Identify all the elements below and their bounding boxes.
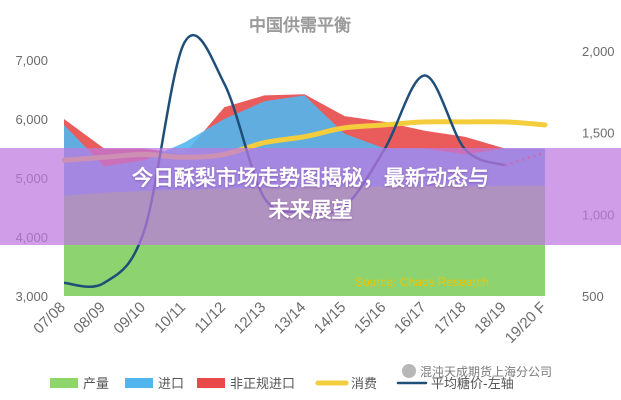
x-tick-label: 17/18 <box>431 299 470 338</box>
article-title: 今日酥梨市场走势图揭秘，最新动态与 未来展望 <box>0 162 621 226</box>
legend-item: 消费 <box>315 377 377 392</box>
legend-label: 进口 <box>158 377 184 392</box>
x-tick-label: 14/15 <box>311 299 350 338</box>
x-tick-label: 16/17 <box>391 299 430 338</box>
legend-label: 非正规进口 <box>230 377 295 392</box>
y-right-tick-label: 1,500 <box>582 126 615 141</box>
x-axis: 07/08 08/09 09/10 10/11 11/12 12/13 13/14 14/15… <box>30 299 550 347</box>
legend-item: 产量 <box>50 377 109 392</box>
x-tick-label: 10/11 <box>151 299 189 337</box>
legend-label: 平均糖价-左轴 <box>431 376 514 392</box>
legend-swatch <box>197 378 225 388</box>
chart-legend: 产量 进口 非正规进口 消费 平均糖价-左轴 <box>50 376 514 392</box>
chart-source: Source: Chaos Research <box>355 275 489 289</box>
chart-title: 中国供需平衡 <box>249 15 351 36</box>
legend-swatch <box>50 378 78 388</box>
x-tick-label: 19/20 F <box>502 299 550 347</box>
legend-swatch <box>125 378 153 388</box>
legend-item: 非正规进口 <box>197 377 295 392</box>
y-left-tick-label: 7,000 <box>15 53 48 68</box>
article-title-line2: 未来展望 <box>268 198 353 222</box>
y-right-tick-label: 500 <box>582 289 604 304</box>
legend-item: 平均糖价-左轴 <box>396 376 514 392</box>
y-left-tick-label: 6,000 <box>15 112 48 127</box>
legend-label: 产量 <box>83 377 109 392</box>
watermark: 混沌天成期货上海分公司 <box>402 363 552 380</box>
x-tick-label: 09/10 <box>110 299 149 338</box>
x-tick-label: 15/16 <box>351 299 390 338</box>
title-banner <box>0 148 621 245</box>
x-tick-label: 12/13 <box>231 299 270 338</box>
x-tick-label: 07/08 <box>30 299 69 338</box>
legend-label: 消费 <box>351 377 377 392</box>
x-tick-label: 13/14 <box>271 299 310 338</box>
x-tick-label: 08/09 <box>70 299 109 338</box>
article-title-line1: 今日酥梨市场走势图揭秘，最新动态与 <box>132 166 489 190</box>
watermark-text: 混沌天成期货上海分公司 <box>420 365 553 379</box>
x-tick-label: 11/12 <box>191 299 229 337</box>
legend-item: 进口 <box>125 377 184 392</box>
y-left-tick-label: 3,000 <box>15 289 48 304</box>
wechat-icon <box>402 364 416 378</box>
y-right-tick-label: 2,000 <box>582 44 615 59</box>
